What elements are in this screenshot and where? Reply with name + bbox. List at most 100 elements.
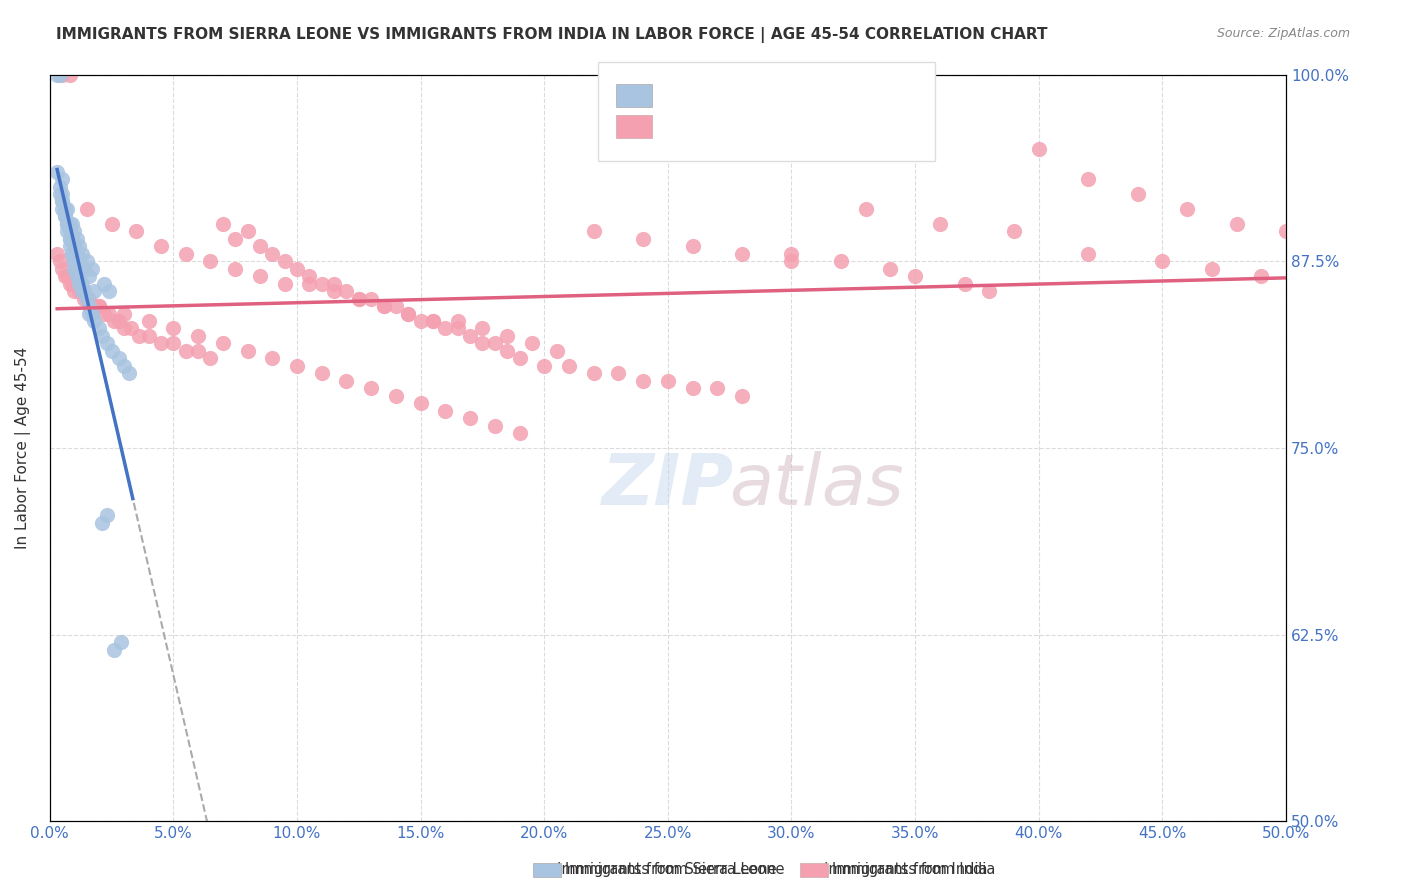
- Point: [56, 217, 79, 231]
- Point: [1201, 261, 1223, 276]
- Point: [409, 314, 432, 328]
- Point: [63, 254, 86, 268]
- Point: [96, 336, 118, 351]
- Point: [73, 261, 96, 276]
- Point: [79, 269, 101, 284]
- Point: [731, 389, 754, 403]
- Point: [76, 292, 98, 306]
- Point: [48, 68, 70, 82]
- Text: □  Immigrants from India: □ Immigrants from India: [801, 863, 988, 877]
- Point: [58, 232, 80, 246]
- Point: [631, 232, 654, 246]
- Point: [187, 343, 209, 358]
- Point: [520, 336, 543, 351]
- Point: [96, 508, 118, 523]
- Point: [1077, 247, 1099, 261]
- Point: [682, 381, 704, 395]
- Point: [67, 269, 90, 284]
- Point: [46, 164, 69, 178]
- Point: [360, 292, 382, 306]
- Point: [120, 321, 142, 335]
- Point: [262, 247, 284, 261]
- Point: [385, 389, 408, 403]
- Point: [110, 635, 132, 649]
- Point: [70, 247, 93, 261]
- Point: [67, 277, 90, 291]
- Point: [60, 277, 83, 291]
- Point: [323, 284, 346, 298]
- Point: [360, 381, 382, 395]
- Point: [53, 202, 76, 216]
- Text: N =: N =: [787, 85, 824, 103]
- Point: [780, 254, 803, 268]
- Point: [108, 351, 131, 366]
- Point: [607, 366, 630, 380]
- Point: [76, 254, 98, 268]
- Text: R =: R =: [657, 85, 693, 103]
- Point: [76, 292, 98, 306]
- Text: Immigrants from Sierra Leone: Immigrants from Sierra Leone: [565, 863, 785, 877]
- Point: [73, 284, 96, 298]
- Point: [1250, 269, 1272, 284]
- Point: [79, 292, 101, 306]
- Point: [273, 254, 295, 268]
- Point: [582, 366, 605, 380]
- Point: [89, 299, 111, 313]
- Point: [298, 269, 321, 284]
- Point: [508, 425, 530, 440]
- Point: [56, 202, 79, 216]
- Point: [63, 224, 86, 238]
- Point: [66, 247, 89, 261]
- Point: [187, 329, 209, 343]
- Point: [150, 336, 173, 351]
- Point: [108, 314, 131, 328]
- Point: [53, 210, 76, 224]
- Point: [855, 202, 877, 216]
- Point: [56, 269, 79, 284]
- Point: [928, 217, 950, 231]
- Point: [83, 299, 105, 313]
- Point: [80, 307, 103, 321]
- Point: [496, 343, 519, 358]
- Point: [200, 254, 222, 268]
- Point: [298, 277, 321, 291]
- Point: [89, 299, 111, 313]
- Point: [93, 277, 115, 291]
- Point: [162, 336, 184, 351]
- Point: [48, 254, 70, 268]
- Point: [285, 359, 308, 373]
- Point: [93, 307, 115, 321]
- Point: [83, 284, 105, 298]
- Point: [98, 284, 121, 298]
- Point: [879, 261, 901, 276]
- Point: [1275, 224, 1298, 238]
- Point: [128, 329, 150, 343]
- Point: [63, 254, 86, 268]
- Point: [1225, 217, 1247, 231]
- Point: [73, 292, 96, 306]
- Point: [224, 232, 246, 246]
- Point: [249, 269, 271, 284]
- Text: IMMIGRANTS FROM SIERRA LEONE VS IMMIGRANTS FROM INDIA IN LABOR FORCE | AGE 45-54: IMMIGRANTS FROM SIERRA LEONE VS IMMIGRAN…: [56, 27, 1047, 43]
- Point: [63, 261, 86, 276]
- Point: [447, 321, 470, 335]
- Text: N =: N =: [787, 116, 824, 134]
- Point: [458, 411, 481, 425]
- Point: [103, 642, 125, 657]
- Text: atlas: atlas: [728, 450, 904, 520]
- Point: [373, 299, 395, 313]
- Text: 0.446: 0.446: [717, 116, 776, 134]
- Point: [56, 217, 79, 231]
- Point: [1126, 187, 1149, 202]
- Point: [112, 359, 135, 373]
- Text: 68: 68: [830, 85, 858, 103]
- Point: [80, 261, 103, 276]
- Point: [409, 396, 432, 410]
- Point: [79, 307, 101, 321]
- Point: [58, 232, 80, 246]
- Point: [1152, 254, 1174, 268]
- Point: [51, 194, 73, 209]
- Text: -0.315: -0.315: [717, 85, 776, 103]
- Point: [396, 307, 419, 321]
- Y-axis label: In Labor Force | Age 45-54: In Labor Force | Age 45-54: [15, 347, 31, 549]
